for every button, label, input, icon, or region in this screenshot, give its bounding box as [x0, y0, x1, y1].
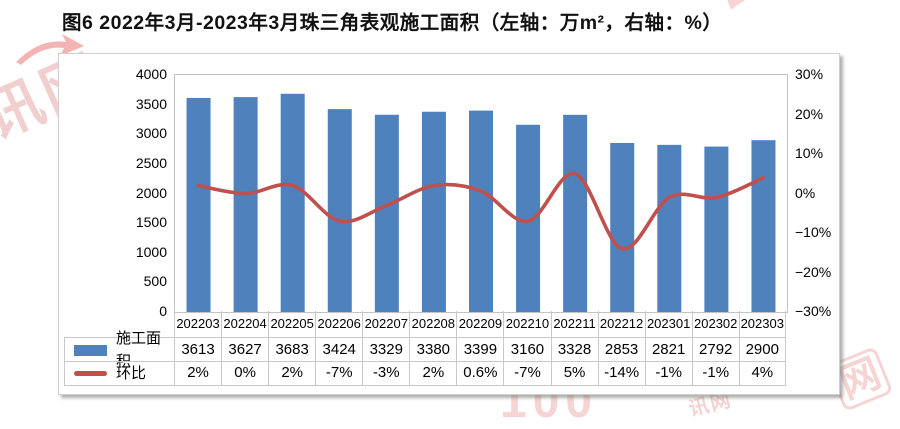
table-value-cell: 3683 [268, 338, 315, 362]
table-row-环比: 环比 2% 0% 2% -7% -3% 2% 0.6% -7% 5% -14% -1% -1% 4% [64, 361, 786, 386]
x-axis-label: 202302 [691, 311, 739, 337]
chart-title: 图6 2022年3月-2023年3月珠三角表观施工面积（左轴：万m²，右轴：%） [62, 12, 723, 34]
table-value-cell: 5% [550, 362, 598, 385]
chart-figure: 4000 3500 3000 2500 2000 1500 1000 500 0 30% 20% 1… [58, 53, 840, 395]
x-axis-label: 202301 [644, 311, 692, 337]
left-axis-tick: 0 [159, 303, 167, 319]
table-value-cell: 3613 [174, 338, 221, 362]
table-row-施工面积: 施工面积 3613 3627 3683 3424 3329 3380 3399 3160 3328… [64, 330, 786, 370]
bar-202209 [469, 110, 493, 312]
table-value-cell: 2% [268, 362, 315, 385]
x-axis-label: 202204 [221, 311, 268, 337]
left-axis-tick: 2000 [135, 184, 167, 201]
table-value-cell: 2900 [738, 338, 786, 362]
table-value-cell: 2% [409, 362, 456, 385]
bar-202208 [421, 111, 446, 312]
watermark-top-blob [720, 0, 746, 14]
bar-202211 [563, 114, 588, 312]
x-axis-label: 202210 [503, 311, 550, 337]
table-value-cell: 3424 [315, 338, 362, 362]
right-axis-tick: −30% [795, 303, 832, 319]
x-axis-label: 202207 [362, 311, 409, 337]
bar-legend-swatch-icon [74, 344, 107, 356]
table-value-cell: 4% [738, 362, 786, 385]
line-series-环比 [196, 171, 766, 251]
table-value-cell: 3328 [550, 338, 598, 362]
table-value-cell: 3329 [362, 338, 409, 362]
table-value-cell: -1% [691, 362, 739, 385]
x-axis-label: 202212 [597, 311, 645, 337]
series-label: 环比 [116, 365, 147, 382]
bar-202203 [186, 97, 211, 312]
right-axis-tick: −20% [795, 263, 832, 280]
x-axis-label-row: 202203 202204 202205 202206 202207 202208 2022… [174, 311, 786, 337]
left-axis-tick: 2500 [135, 154, 167, 171]
table-value-cell: 2821 [644, 338, 692, 362]
bar-202302 [704, 146, 729, 312]
legend-cell: 环比 [64, 362, 174, 385]
right-axis-tick: −10% [795, 224, 832, 240]
bar-202205 [280, 93, 305, 312]
bar-202303 [751, 140, 776, 312]
x-axis-label: 202303 [738, 311, 786, 337]
table-value-cell: -7% [503, 362, 550, 385]
legend-cell: 施工面积 [64, 330, 174, 370]
table-value-cell: 0.6% [456, 362, 503, 385]
right-axis-tick: 0% [795, 184, 816, 201]
bar-202204 [233, 97, 258, 312]
left-axis-tick: 3000 [135, 125, 167, 142]
left-axis-tick: 1500 [135, 214, 167, 231]
x-axis-label: 202208 [409, 311, 456, 337]
table-value-cell: 0% [221, 362, 268, 385]
line-legend-swatch-icon [74, 371, 107, 376]
table-value-cell: -3% [362, 362, 409, 385]
bar-202301 [657, 144, 682, 312]
bar-202207 [374, 114, 399, 312]
table-value-cell: -14% [597, 362, 645, 385]
table-value-cell: 2% [174, 362, 221, 385]
table-value-cell: 2853 [597, 338, 645, 362]
right-axis-tick: 20% [795, 105, 824, 122]
table-value-cell: -7% [315, 362, 362, 385]
table-value-cell: 3627 [221, 338, 268, 362]
left-axis-tick: 4000 [135, 66, 167, 82]
table-value-cell: -1% [644, 362, 692, 385]
bar-202206 [327, 109, 352, 312]
table-value-cell: 3160 [503, 338, 550, 362]
left-axis-tick: 500 [143, 273, 167, 290]
x-axis-label: 202211 [550, 311, 598, 337]
left-axis-tick: 1000 [135, 243, 167, 260]
right-axis-tick: 30% [795, 66, 824, 82]
left-axis-tick: 3500 [135, 95, 167, 112]
table-value-cell: 2792 [691, 338, 739, 362]
table-value-cell: 3380 [409, 338, 456, 362]
plot-area [174, 74, 788, 313]
table-value-cell: 3399 [456, 338, 503, 362]
bar-202212 [610, 142, 635, 312]
plot-canvas [186, 93, 776, 312]
x-axis-label: 202205 [268, 311, 315, 337]
x-axis-label: 202209 [456, 311, 503, 337]
x-axis-label: 202203 [174, 311, 221, 337]
x-axis-label: 202206 [315, 311, 362, 337]
right-axis-tick: 10% [795, 145, 824, 161]
